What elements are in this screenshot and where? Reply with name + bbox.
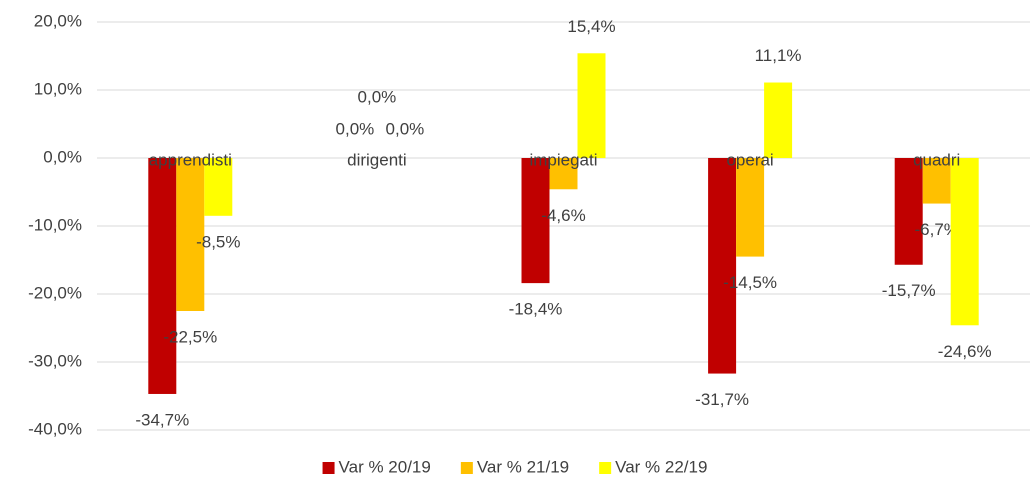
y-tick-label: -10,0% <box>28 215 82 234</box>
data-label: -6,7% <box>914 220 958 239</box>
data-label: 15,4% <box>567 17 615 36</box>
bar <box>577 53 606 158</box>
data-label: -4,6% <box>541 206 585 225</box>
data-label: -8,5% <box>196 232 240 251</box>
data-label: 0,0% <box>358 87 397 106</box>
legend-swatch <box>599 462 612 474</box>
bar <box>148 158 177 394</box>
y-tick-label: -40,0% <box>28 419 82 438</box>
x-tick-label: apprendisti <box>149 150 232 169</box>
data-label: 0,0% <box>336 119 375 138</box>
x-tick-label: quadri <box>913 150 960 169</box>
legend-swatch <box>322 462 335 474</box>
y-tick-label: -30,0% <box>28 351 82 370</box>
legend-swatch <box>460 462 473 474</box>
bar <box>549 158 578 190</box>
data-label: 11,1% <box>755 46 802 65</box>
x-tick-label: operai <box>726 150 773 169</box>
bar <box>764 82 793 158</box>
data-label: 0,0% <box>386 119 425 138</box>
bar <box>204 158 233 216</box>
legend-label: Var % 20/19 <box>339 457 431 476</box>
bar <box>894 158 923 265</box>
bar <box>708 158 737 374</box>
data-label: -31,7% <box>695 390 749 409</box>
x-tick-label: dirigenti <box>347 150 407 169</box>
bar <box>176 158 205 311</box>
data-label: -22,5% <box>163 327 217 346</box>
data-label: -14,5% <box>723 273 777 292</box>
data-label: -18,4% <box>509 300 563 319</box>
y-tick-label: 0,0% <box>43 147 82 166</box>
bar <box>922 158 951 204</box>
y-tick-label: -20,0% <box>28 283 82 302</box>
y-tick-label: 20,0% <box>34 11 82 30</box>
data-label: -15,7% <box>882 281 936 300</box>
data-label: -34,7% <box>135 410 189 429</box>
x-tick-label: impiegati <box>529 150 597 169</box>
bar <box>736 158 765 257</box>
data-label: -24,6% <box>938 342 992 361</box>
bar <box>521 158 550 284</box>
legend-label: Var % 21/19 <box>477 457 569 476</box>
legend-label: Var % 22/19 <box>615 457 707 476</box>
bar <box>950 158 979 326</box>
y-tick-label: 10,0% <box>34 79 82 98</box>
